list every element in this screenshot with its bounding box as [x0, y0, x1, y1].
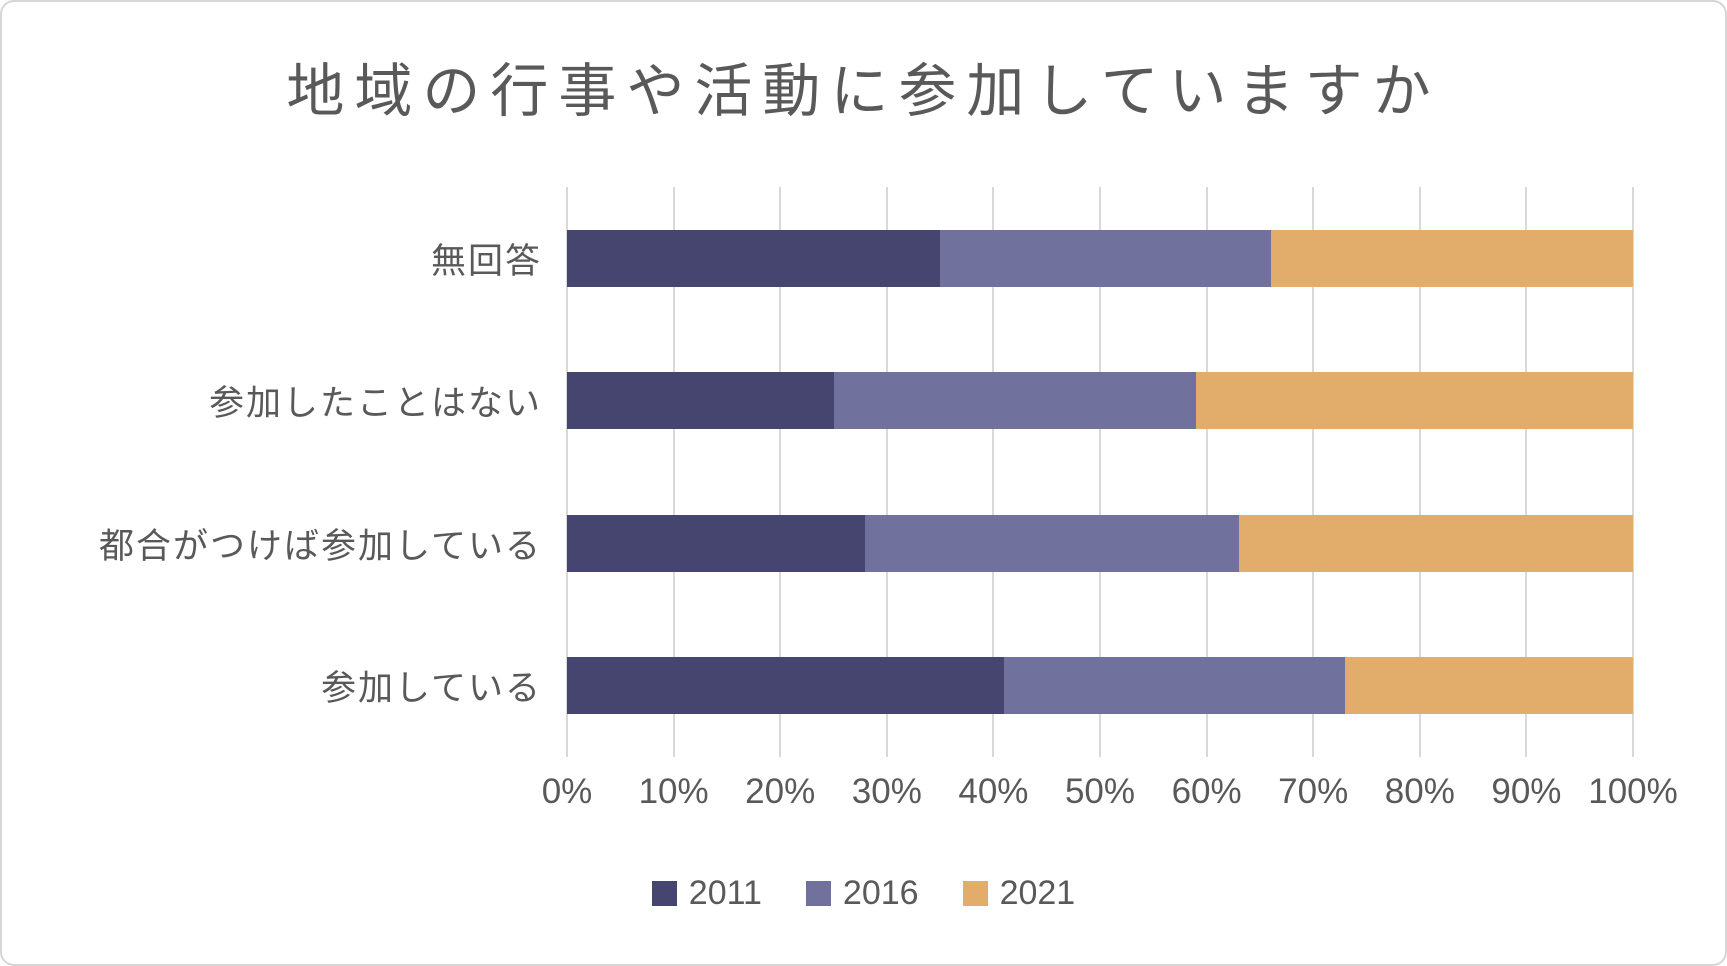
gridline — [1632, 187, 1634, 757]
gridline — [992, 187, 995, 757]
category-label: 無回答 — [430, 241, 542, 281]
x-axis-tick-label: 50% — [1064, 772, 1136, 811]
bar-segment-2011 — [567, 514, 866, 572]
x-axis-tick-label: 10% — [638, 772, 709, 811]
gridline — [885, 187, 888, 757]
bar-row — [567, 472, 1633, 615]
bar-segment-2011 — [567, 657, 1005, 715]
legend-label: 2021 — [999, 874, 1076, 912]
x-axis-tick-label: 90% — [1491, 772, 1562, 811]
stacked-bar — [567, 657, 1633, 715]
legend-swatch — [805, 881, 831, 906]
x-axis-tick-label: 80% — [1384, 772, 1455, 811]
x-axis-tick-label: 40% — [958, 772, 1029, 811]
legend-label: 2011 — [688, 874, 762, 912]
bar-row — [567, 187, 1633, 330]
category-label: 参加している — [321, 669, 542, 709]
bar-segment-2016 — [1004, 657, 1346, 715]
legend-swatch — [962, 881, 988, 906]
gridline — [1312, 187, 1315, 757]
bar-segment-2011 — [567, 229, 941, 287]
x-axis-tick-label: 100% — [1588, 772, 1678, 811]
category-label: 都合がつけば参加している — [99, 526, 542, 566]
x-axis-tick-label: 30% — [851, 772, 922, 811]
category-axis: 無回答参加したことはない都合がつけば参加している参加している — [2, 187, 542, 757]
stacked-bar — [567, 229, 1633, 287]
bar-segment-2016 — [865, 514, 1239, 572]
plot-area — [566, 187, 1634, 758]
category-label: 参加したことはない — [208, 384, 542, 424]
gridline — [1525, 187, 1528, 757]
bar-segment-2011 — [567, 372, 834, 430]
chart-title: 地域の行事や活動に参加していますか — [286, 59, 1441, 124]
gridline — [566, 187, 568, 757]
x-axis-tick-label: 20% — [745, 772, 816, 811]
gridline — [779, 187, 782, 757]
bar-segment-2016 — [833, 372, 1196, 430]
x-axis: 0% 10% 20% 30% 40% 50% 60% 70% 80% 90% 100% — [542, 772, 1678, 820]
bar-row — [567, 615, 1633, 758]
stacked-bar — [567, 372, 1633, 430]
bar-segment-2021 — [1195, 372, 1633, 430]
gridline — [672, 187, 675, 757]
bar-segment-2021 — [1345, 657, 1633, 715]
gridline — [1418, 187, 1421, 757]
bar-segment-2021 — [1270, 229, 1633, 287]
bar-segment-2021 — [1238, 514, 1633, 572]
bar-segment-2016 — [940, 229, 1271, 287]
legend-item: 2021 — [962, 874, 1076, 913]
legend-swatch — [651, 881, 677, 906]
bar-row — [567, 330, 1633, 473]
x-axis-tick-label: 0% — [541, 772, 593, 811]
legend: 2011 2016 2021 — [2, 874, 1725, 913]
stacked-bar — [567, 514, 1633, 572]
x-axis-tick-label: 60% — [1171, 772, 1242, 811]
legend-item: 2011 — [651, 874, 762, 913]
gridline — [1099, 187, 1101, 757]
legend-item: 2016 — [805, 874, 919, 913]
x-axis-tick-label: 70% — [1278, 772, 1349, 811]
legend-label: 2016 — [842, 874, 919, 912]
gridline — [1205, 187, 1208, 757]
